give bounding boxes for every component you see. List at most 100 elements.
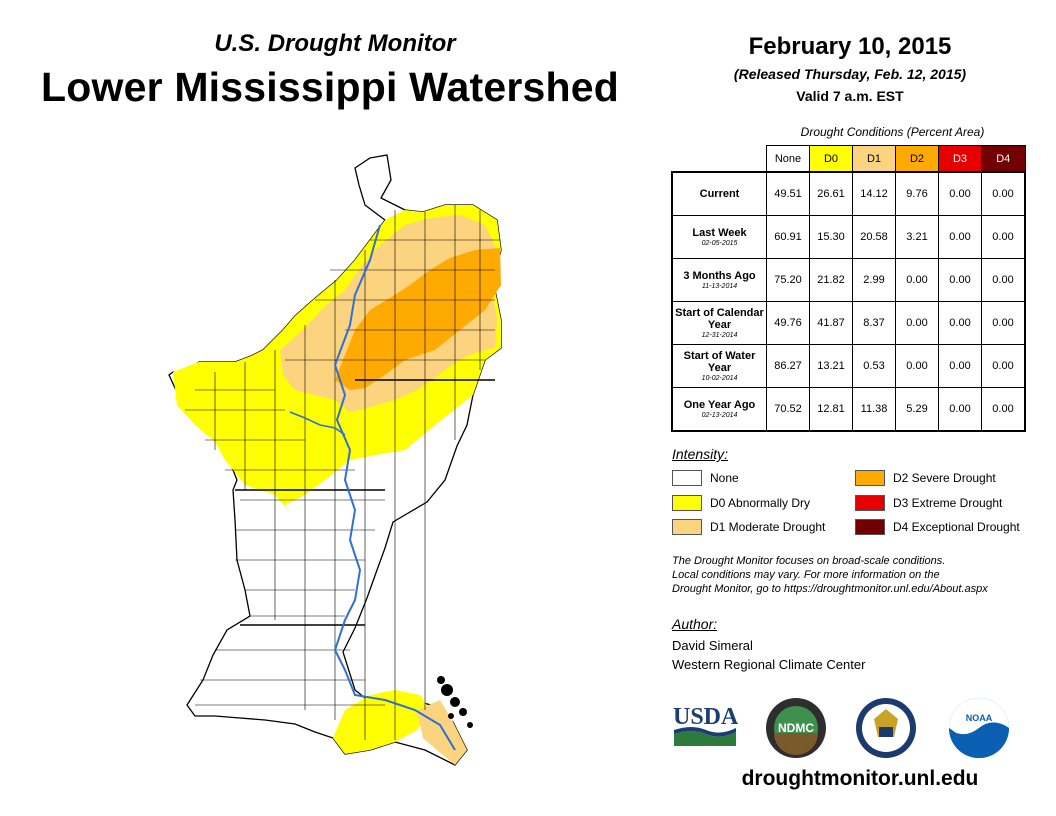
legend-label: D3 Extreme Drought	[893, 496, 1003, 510]
legend-swatch	[855, 495, 885, 511]
cell: 0.00	[981, 258, 1026, 302]
drought-map	[168, 154, 502, 766]
cell: 21.82	[809, 258, 853, 302]
cell: 0.00	[981, 301, 1026, 345]
cell: 0.00	[938, 301, 982, 345]
county-boundaries	[185, 205, 500, 740]
cell: 3.21	[895, 215, 939, 259]
row-label: Start of Water Year	[683, 349, 756, 374]
doc-seal-logo	[856, 698, 916, 758]
col-d4: D4	[981, 145, 1026, 173]
cell: 12.81	[809, 387, 853, 432]
cell: 75.20	[766, 258, 810, 302]
legend-swatch	[672, 519, 702, 535]
row-date: 11-13-2014	[701, 282, 738, 290]
cell: 0.00	[938, 215, 982, 259]
row-date: 02-05-2015	[701, 239, 738, 247]
cell: 0.53	[852, 344, 896, 388]
d2-area	[335, 248, 501, 390]
table-row: One Year Ago 02-13-2014 70.52 12.81 11.38…	[671, 387, 1026, 432]
col-d2: D2	[895, 145, 939, 173]
author-heading: Author:	[672, 616, 718, 632]
row-label: Start of Calendar Year	[675, 306, 764, 331]
row-date: 10-02-2014	[701, 374, 738, 382]
coastal-marsh	[437, 676, 473, 728]
cell: 70.52	[766, 387, 810, 432]
row-label: Current	[699, 188, 740, 200]
col-d0: D0	[809, 145, 853, 173]
cell: 13.21	[809, 344, 853, 388]
cell: 0.00	[938, 171, 982, 216]
legend-label: D0 Abnormally Dry	[710, 496, 811, 510]
map-subtitle: U.S. Drought Monitor	[214, 30, 456, 57]
note-line: Local conditions may vary. For more info…	[672, 569, 940, 581]
legend-label: D1 Moderate Drought	[710, 520, 826, 534]
col-d3: D3	[938, 145, 982, 173]
legend-item-d3: D3 Extreme Drought	[855, 495, 1002, 511]
cell: 8.37	[852, 301, 896, 345]
noaa-logo-text: NOAA	[966, 713, 993, 723]
legend-item-d2: D2 Severe Drought	[855, 470, 996, 486]
cell: 5.29	[895, 387, 939, 432]
cell: 0.00	[981, 344, 1026, 388]
noaa-logo: NOAA	[949, 698, 1009, 758]
cell: 60.91	[766, 215, 810, 259]
cell: 20.58	[852, 215, 896, 259]
cell: 0.00	[895, 344, 939, 388]
table-row: Start of Water Year 10-02-2014 86.27 13.2…	[671, 344, 1026, 388]
col-none: None	[766, 145, 810, 173]
cell: 86.27	[766, 344, 810, 388]
map-title: Lower Mississippi Watershed	[40, 64, 620, 110]
cell: 41.87	[809, 301, 853, 345]
row-label: One Year Ago	[683, 398, 756, 411]
cell: 49.51	[766, 171, 810, 216]
valid-date: February 10, 2015	[748, 33, 952, 60]
cell: 14.12	[852, 171, 896, 216]
table-row: Last Week 02-05-2015 60.91 15.30 20.58 3.…	[671, 215, 1026, 259]
cell: 0.00	[938, 344, 982, 388]
disclaimer-note: The Drought Monitor focuses on broad-sca…	[672, 554, 1052, 596]
mississippi-river	[333, 224, 456, 751]
ndmc-logo: NDMC	[766, 698, 826, 758]
table-row: 3 Months Ago 11-13-2014 75.20 21.82 2.99 …	[671, 258, 1026, 302]
table-row: Start of Calendar Year 12-31-2014 49.76 4…	[671, 301, 1026, 345]
legend-item-d4: D4 Exceptional Drought	[855, 519, 1020, 535]
row-date: 02-13-2014	[701, 411, 738, 419]
table-caption: Drought Conditions (Percent Area)	[800, 125, 985, 139]
legend-label: None	[710, 471, 739, 485]
author-org: Western Regional Climate Center	[672, 657, 866, 672]
legend-swatch	[855, 470, 885, 486]
usda-logo: USDA	[673, 704, 738, 746]
row-label: Last Week	[692, 226, 747, 239]
cell: 0.00	[895, 258, 939, 302]
legend-swatch	[855, 519, 885, 535]
cell: 0.00	[938, 258, 982, 302]
row-date: 12-31-2014	[701, 331, 738, 339]
table-row: Current 49.51 26.61 14.12 9.76 0.00 0.00	[671, 171, 1026, 216]
release-date: (Released Thursday, Feb. 12, 2015)	[733, 66, 967, 82]
note-line: The Drought Monitor focuses on broad-sca…	[672, 555, 946, 567]
ndmc-logo-text: NDMC	[778, 721, 814, 735]
drought-conditions-table: None D0 D1 D2 D3 D4 Current 49.51 26.61 …	[671, 145, 1026, 432]
cell: 2.99	[852, 258, 896, 302]
website-url[interactable]: droughtmonitor.unl.edu	[741, 767, 979, 790]
valid-time: Valid 7 a.m. EST	[796, 88, 904, 104]
cell: 49.76	[766, 301, 810, 345]
cell: 0.00	[895, 301, 939, 345]
col-d1: D1	[852, 145, 896, 173]
cell: 11.38	[852, 387, 896, 432]
legend-label: D4 Exceptional Drought	[893, 520, 1020, 534]
cell: 0.00	[981, 387, 1026, 432]
tributary-river	[289, 411, 346, 436]
cell: 15.30	[809, 215, 853, 259]
cell: 0.00	[981, 215, 1026, 259]
note-line: Drought Monitor, go to https://droughtmo…	[672, 583, 988, 595]
legend-label: D2 Severe Drought	[893, 471, 996, 485]
row-label: 3 Months Ago	[683, 269, 756, 282]
cell: 26.61	[809, 171, 853, 216]
cell: 9.76	[895, 171, 939, 216]
legend-swatch	[672, 495, 702, 511]
author-name: David Simeral	[672, 638, 753, 653]
cell: 0.00	[981, 171, 1026, 216]
legend-item-d1: D1 Moderate Drought	[672, 519, 825, 535]
